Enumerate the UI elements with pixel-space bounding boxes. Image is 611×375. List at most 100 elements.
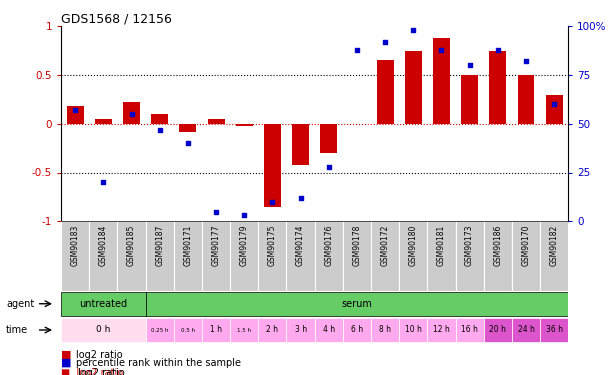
- Bar: [427, 318, 456, 342]
- Bar: [320, 124, 337, 153]
- Bar: [371, 318, 399, 342]
- Bar: [315, 318, 343, 342]
- Bar: [489, 51, 507, 124]
- Bar: [61, 318, 145, 342]
- Point: [521, 58, 531, 64]
- Text: percentile rank within the sample: percentile rank within the sample: [76, 357, 241, 368]
- Point: [268, 199, 277, 205]
- Bar: [292, 124, 309, 165]
- Text: 8 h: 8 h: [379, 326, 391, 334]
- Text: GSM90181: GSM90181: [437, 225, 446, 266]
- Bar: [399, 318, 427, 342]
- Text: 20 h: 20 h: [489, 326, 507, 334]
- Point: [465, 62, 475, 68]
- Text: time: time: [6, 325, 28, 335]
- Text: log2 ratio: log2 ratio: [76, 350, 123, 360]
- Bar: [371, 221, 399, 291]
- Text: GSM90185: GSM90185: [127, 225, 136, 266]
- Text: 3 h: 3 h: [295, 326, 307, 334]
- Text: untreated: untreated: [79, 299, 128, 309]
- Text: ■: ■: [61, 350, 71, 360]
- Bar: [518, 75, 535, 124]
- Bar: [145, 221, 174, 291]
- Bar: [145, 292, 568, 316]
- Point: [126, 111, 136, 117]
- Point: [70, 107, 80, 113]
- Bar: [208, 119, 224, 124]
- Text: GSM90179: GSM90179: [240, 225, 249, 266]
- Bar: [315, 221, 343, 291]
- Text: GSM90174: GSM90174: [296, 225, 305, 266]
- Bar: [546, 94, 563, 124]
- Bar: [174, 221, 202, 291]
- Bar: [236, 124, 253, 126]
- Bar: [264, 124, 281, 207]
- Bar: [484, 221, 512, 291]
- Text: 0.5 h: 0.5 h: [181, 327, 195, 333]
- Bar: [174, 318, 202, 342]
- Point: [549, 101, 559, 107]
- Text: ■  log2 ratio: ■ log2 ratio: [61, 368, 123, 375]
- Bar: [202, 318, 230, 342]
- Point: [324, 164, 334, 170]
- Text: 0.25 h: 0.25 h: [151, 327, 169, 333]
- Text: GSM90172: GSM90172: [381, 225, 390, 266]
- Text: GSM90178: GSM90178: [353, 225, 362, 266]
- Bar: [230, 318, 258, 342]
- Text: GSM90187: GSM90187: [155, 225, 164, 266]
- Bar: [456, 221, 484, 291]
- Text: agent: agent: [6, 299, 34, 309]
- Point: [436, 46, 446, 53]
- Point: [380, 39, 390, 45]
- Bar: [484, 318, 512, 342]
- Bar: [540, 318, 568, 342]
- Text: GSM90175: GSM90175: [268, 225, 277, 266]
- Bar: [61, 221, 89, 291]
- Text: 24 h: 24 h: [518, 326, 535, 334]
- Bar: [152, 114, 168, 124]
- Point: [183, 140, 193, 146]
- Point: [296, 195, 306, 201]
- Text: 16 h: 16 h: [461, 326, 478, 334]
- Bar: [230, 221, 258, 291]
- Text: 0 h: 0 h: [96, 326, 111, 334]
- Bar: [202, 221, 230, 291]
- Bar: [376, 60, 393, 124]
- Text: GDS1568 / 12156: GDS1568 / 12156: [61, 12, 172, 25]
- Text: GSM90184: GSM90184: [99, 225, 108, 266]
- Bar: [287, 221, 315, 291]
- Bar: [427, 221, 456, 291]
- Text: GSM90176: GSM90176: [324, 225, 333, 266]
- Text: 4 h: 4 h: [323, 326, 335, 334]
- Bar: [61, 292, 145, 316]
- Bar: [540, 221, 568, 291]
- Bar: [67, 106, 84, 124]
- Point: [408, 27, 418, 33]
- Point: [98, 179, 108, 185]
- Bar: [95, 119, 112, 124]
- Bar: [89, 221, 117, 291]
- Bar: [117, 221, 145, 291]
- Text: ■: ■: [61, 357, 71, 368]
- Text: 1.5 h: 1.5 h: [237, 327, 251, 333]
- Text: 36 h: 36 h: [546, 326, 563, 334]
- Bar: [456, 318, 484, 342]
- Text: 12 h: 12 h: [433, 326, 450, 334]
- Bar: [399, 221, 427, 291]
- Text: GSM90180: GSM90180: [409, 225, 418, 266]
- Point: [352, 46, 362, 53]
- Text: GSM90183: GSM90183: [71, 225, 79, 266]
- Bar: [145, 318, 174, 342]
- Text: GSM90171: GSM90171: [183, 225, 192, 266]
- Point: [155, 127, 164, 133]
- Bar: [343, 318, 371, 342]
- Text: GSM90186: GSM90186: [493, 225, 502, 266]
- Text: log2 ratio: log2 ratio: [75, 368, 124, 375]
- Point: [240, 212, 249, 218]
- Text: 10 h: 10 h: [405, 326, 422, 334]
- Bar: [258, 221, 287, 291]
- Bar: [433, 38, 450, 124]
- Text: serum: serum: [342, 299, 372, 309]
- Bar: [461, 75, 478, 124]
- Bar: [287, 318, 315, 342]
